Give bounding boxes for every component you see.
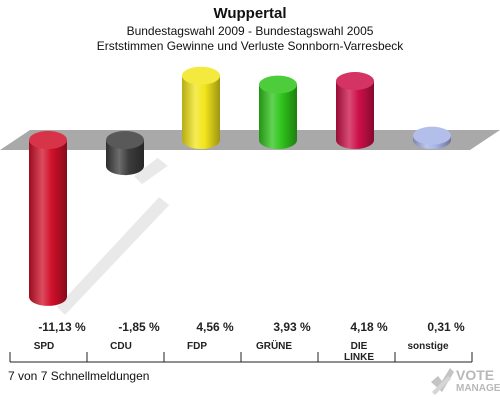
chart-subtitle-1: Bundestagswahl 2009 - Bundestagswahl 200… xyxy=(126,24,374,38)
bar-shadow xyxy=(134,157,168,185)
category-label: FDP xyxy=(187,341,207,352)
category-label: GRÜNE xyxy=(256,339,292,352)
value-label: -1,85 % xyxy=(118,320,160,334)
chart-title: Wuppertal xyxy=(213,5,287,22)
category-label: SPD xyxy=(34,341,55,352)
category-label: DIE xyxy=(351,341,368,352)
value-label: 0,31 % xyxy=(427,320,465,334)
checkmark-x-icon xyxy=(431,368,454,395)
category-label: LINKE xyxy=(344,352,374,363)
bar-shadow xyxy=(57,197,170,315)
bar-spd xyxy=(29,131,67,306)
vote-manager-logo: VOTE MANAGER xyxy=(428,364,500,396)
value-label: 4,56 % xyxy=(196,320,234,334)
category-label: sonstige xyxy=(407,341,449,352)
bar-cdu xyxy=(106,131,144,176)
category-label: CDU xyxy=(110,341,132,352)
value-label: -11,13 % xyxy=(38,320,86,334)
bar-die-linke xyxy=(336,72,374,149)
bar-fdp xyxy=(182,66,220,149)
bar-sonstige xyxy=(413,126,451,149)
value-label: 4,18 % xyxy=(350,320,388,334)
chart-subtitle-2: Erststimmen Gewinne und Verluste Sonnbor… xyxy=(96,39,404,53)
brand-line-2: MANAGER xyxy=(456,383,500,394)
brand-line-1: VOTE xyxy=(456,367,495,383)
bar-grüne xyxy=(259,75,297,149)
value-label: 3,93 % xyxy=(273,320,311,334)
footer-status: 7 von 7 Schnellmeldungen xyxy=(8,369,150,383)
